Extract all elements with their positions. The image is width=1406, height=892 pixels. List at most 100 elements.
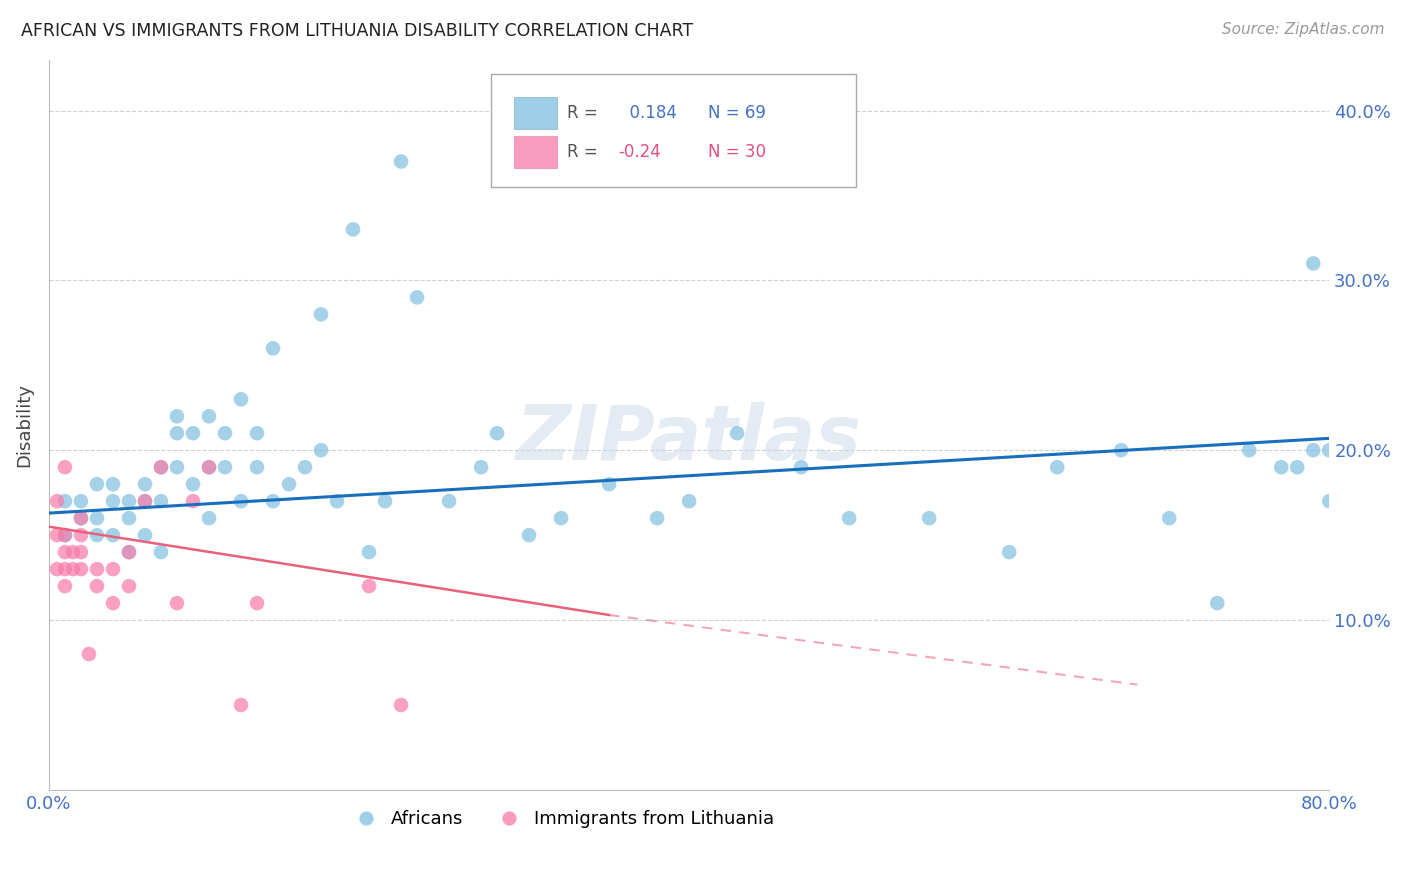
Point [150, 460, 173, 475]
Point [437, 494, 460, 508]
Point [326, 494, 349, 508]
Point [645, 511, 668, 525]
Point [998, 545, 1021, 559]
Point [1239, 443, 1261, 458]
Point [70, 562, 93, 576]
Point [70, 528, 93, 542]
Point [1317, 443, 1340, 458]
Point [517, 528, 540, 542]
Point [342, 222, 364, 236]
Point [406, 290, 429, 304]
Point [198, 460, 221, 475]
Point [46, 562, 69, 576]
Point [101, 494, 124, 508]
Text: R =: R = [568, 144, 598, 161]
Text: -0.24: -0.24 [619, 144, 661, 161]
Legend: Africans, Immigrants from Lithuania: Africans, Immigrants from Lithuania [340, 803, 782, 836]
Point [118, 494, 141, 508]
Point [150, 494, 173, 508]
Text: AFRICAN VS IMMIGRANTS FROM LITHUANIA DISABILITY CORRELATION CHART: AFRICAN VS IMMIGRANTS FROM LITHUANIA DIS… [21, 22, 693, 40]
Point [62, 545, 84, 559]
Point [1046, 460, 1069, 475]
Point [53, 528, 76, 542]
Point [46, 528, 69, 542]
Point [229, 392, 252, 407]
FancyBboxPatch shape [491, 74, 856, 187]
Point [53, 545, 76, 559]
Point [166, 596, 188, 610]
Point [134, 494, 156, 508]
Point [486, 426, 509, 441]
Point [1302, 443, 1324, 458]
Point [86, 477, 108, 491]
Text: R =: R = [568, 103, 598, 122]
Point [77, 647, 100, 661]
Point [678, 494, 700, 508]
Point [278, 477, 301, 491]
Point [118, 579, 141, 593]
Point [309, 443, 332, 458]
Point [198, 409, 221, 424]
Point [134, 477, 156, 491]
Point [166, 426, 188, 441]
Point [181, 477, 204, 491]
Point [150, 460, 173, 475]
Point [1270, 460, 1292, 475]
Point [246, 426, 269, 441]
Point [357, 579, 380, 593]
Point [389, 698, 412, 712]
Point [62, 562, 84, 576]
Point [1109, 443, 1132, 458]
Point [118, 511, 141, 525]
Point [86, 579, 108, 593]
Point [86, 528, 108, 542]
FancyBboxPatch shape [513, 97, 557, 129]
Point [374, 494, 396, 508]
Point [246, 596, 269, 610]
Point [1159, 511, 1181, 525]
Point [309, 307, 332, 321]
Point [214, 460, 236, 475]
Point [1302, 256, 1324, 270]
Point [262, 342, 284, 356]
Point [101, 562, 124, 576]
Y-axis label: Disability: Disability [15, 383, 32, 467]
Point [214, 426, 236, 441]
Point [918, 511, 941, 525]
Point [166, 409, 188, 424]
Point [134, 494, 156, 508]
Point [198, 511, 221, 525]
Point [181, 494, 204, 508]
Point [53, 562, 76, 576]
Text: Source: ZipAtlas.com: Source: ZipAtlas.com [1222, 22, 1385, 37]
Point [357, 545, 380, 559]
Point [134, 528, 156, 542]
Point [53, 460, 76, 475]
Point [838, 511, 860, 525]
Point [70, 511, 93, 525]
Point [70, 494, 93, 508]
Point [598, 477, 620, 491]
Point [150, 545, 173, 559]
Point [166, 460, 188, 475]
Text: N = 69: N = 69 [709, 103, 766, 122]
Point [198, 460, 221, 475]
Point [550, 511, 572, 525]
Point [53, 579, 76, 593]
Point [246, 460, 269, 475]
Point [181, 426, 204, 441]
Point [229, 494, 252, 508]
Point [790, 460, 813, 475]
FancyBboxPatch shape [513, 136, 557, 169]
Point [86, 511, 108, 525]
Text: 0.184: 0.184 [619, 103, 676, 122]
Point [470, 460, 492, 475]
Point [70, 511, 93, 525]
Point [262, 494, 284, 508]
Point [53, 494, 76, 508]
Point [1317, 494, 1340, 508]
Point [101, 477, 124, 491]
Point [70, 545, 93, 559]
Text: ZIPatlas: ZIPatlas [516, 402, 862, 476]
Point [389, 154, 412, 169]
